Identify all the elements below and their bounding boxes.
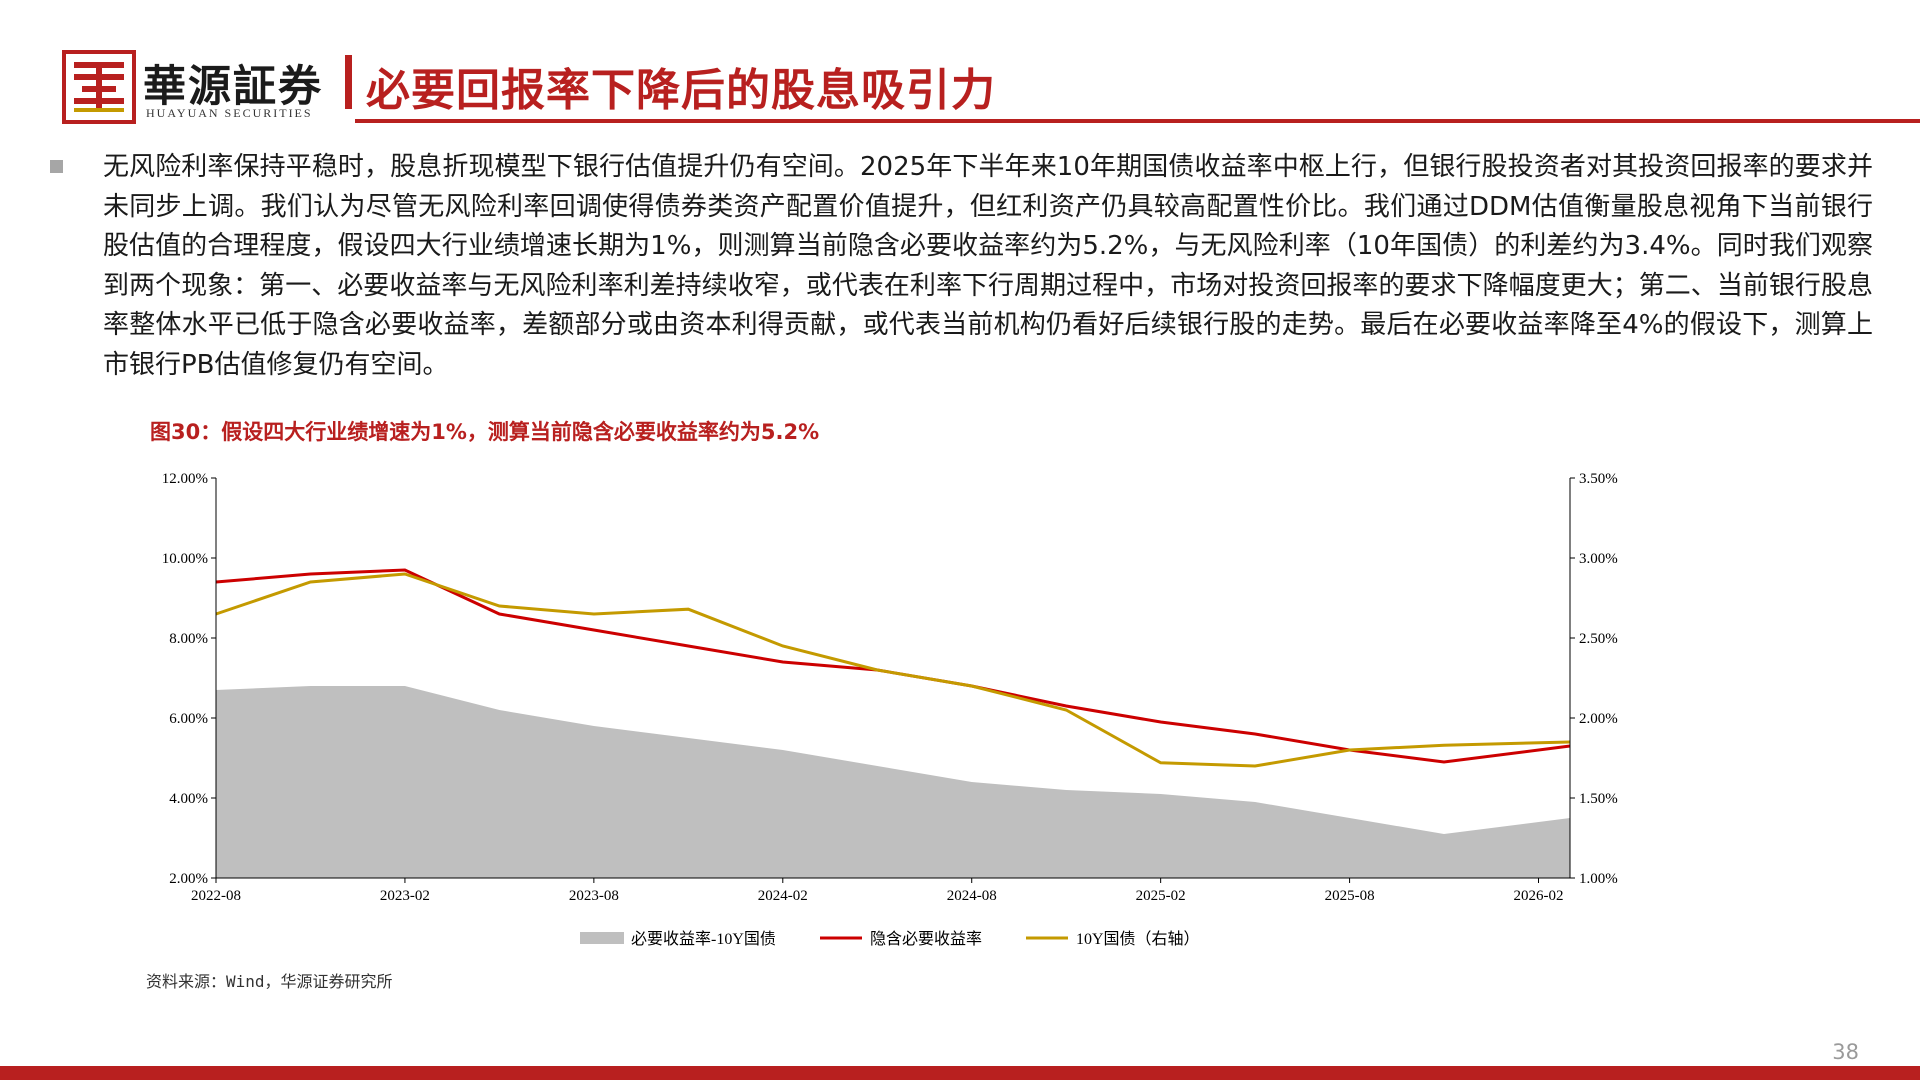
legend-label-bond: 10Y国债（右轴） bbox=[1076, 930, 1200, 948]
legend: 必要收益率-10Y国债 隐含必要收益率 10Y国债（右轴） bbox=[580, 930, 1200, 948]
brand-name-cn: 華源証券 bbox=[143, 62, 323, 112]
bullet-marker bbox=[50, 160, 63, 173]
left-tick-label: 4.00% bbox=[169, 791, 208, 807]
left-tick-label: 2.00% bbox=[169, 871, 208, 887]
left-tick-label: 10.00% bbox=[162, 551, 208, 567]
right-ticks: 1.00% 1.50% 2.00% 2.50% 3.00% 3.50% bbox=[1570, 471, 1618, 887]
legend-label-spread: 必要收益率-10Y国债 bbox=[631, 930, 776, 948]
body-paragraph: 无风险利率保持平稳时，股息折现模型下银行估值提升仍有空间。2025年下半年来10… bbox=[103, 152, 1873, 380]
x-tick-label: 2025-02 bbox=[1136, 888, 1186, 904]
x-tick-label: 2025-08 bbox=[1325, 888, 1375, 904]
spread-area bbox=[216, 686, 1570, 878]
x-tick-label: 2026-02 bbox=[1514, 888, 1564, 904]
x-tick-label: 2023-02 bbox=[380, 888, 430, 904]
axes bbox=[215, 478, 1571, 879]
page-title: 必要回报率下降后的股息吸引力 bbox=[366, 65, 996, 116]
title-separator bbox=[345, 55, 352, 109]
x-tick-label: 2023-08 bbox=[569, 888, 619, 904]
left-tick-label: 12.00% bbox=[162, 471, 208, 487]
right-tick-label: 1.50% bbox=[1579, 791, 1618, 807]
x-tick-label: 2022-08 bbox=[191, 888, 241, 904]
left-ticks: 2.00% 4.00% 6.00% 8.00% 10.00% 12.00% bbox=[162, 471, 216, 887]
right-tick-label: 1.00% bbox=[1579, 871, 1618, 887]
x-ticks: 2022-08 2023-02 2023-08 2024-02 2024-08 2025-… bbox=[191, 878, 1564, 904]
right-tick-label: 2.50% bbox=[1579, 631, 1618, 647]
footer-bar bbox=[0, 1066, 1920, 1080]
left-tick-label: 6.00% bbox=[169, 711, 208, 727]
x-tick-label: 2024-02 bbox=[758, 888, 808, 904]
legend-swatch-spread bbox=[580, 932, 624, 944]
bond-yield-line bbox=[215, 572, 1571, 768]
left-tick-label: 8.00% bbox=[169, 631, 208, 647]
plot-area bbox=[215, 568, 1571, 878]
page-number: 38 bbox=[1832, 1040, 1859, 1064]
right-tick-label: 3.50% bbox=[1579, 471, 1618, 487]
right-tick-label: 2.00% bbox=[1579, 711, 1618, 727]
figure-title: 图30：假设四大行业绩增速为1%，测算当前隐含必要收益率约为5.2% bbox=[150, 420, 820, 444]
brand-name-en: HUAYUAN SECURITIES bbox=[146, 106, 313, 120]
source-note: 资料来源：Wind，华源证券研究所 bbox=[146, 972, 393, 991]
x-tick-label: 2024-08 bbox=[947, 888, 997, 904]
right-tick-label: 3.00% bbox=[1579, 551, 1618, 567]
brand-logo bbox=[62, 50, 136, 124]
header-rule bbox=[355, 119, 1920, 123]
chart: 2.00%4.00%6.00%8.00%10.00%12.00% 1.00%1.… bbox=[162, 471, 1618, 948]
legend-label-implied: 隐含必要收益率 bbox=[870, 930, 982, 948]
